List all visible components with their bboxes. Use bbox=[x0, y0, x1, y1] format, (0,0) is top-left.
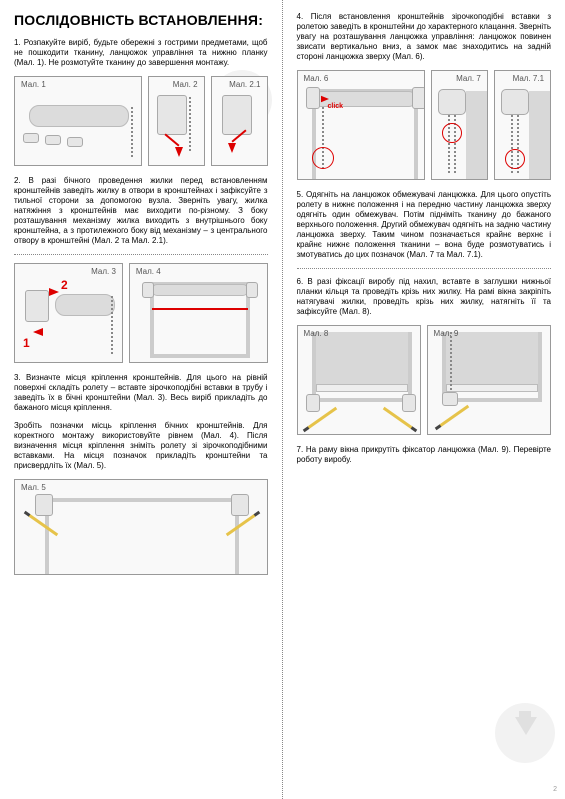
fig-row-3: Мал. 5 bbox=[14, 479, 268, 575]
figure-8: Мал. 8 bbox=[297, 325, 421, 435]
step-3a-text: 3. Визначте місця кріплення кронштейнів.… bbox=[14, 373, 268, 413]
step-7-text: 7. На раму вікна прикрутіть фіксатор лан… bbox=[297, 445, 552, 465]
watermark-icon bbox=[495, 703, 555, 763]
fig-row-4: Мал. 6 click Мал. 7 Мал. 7.1 bbox=[297, 70, 552, 180]
figure-5: Мал. 5 bbox=[14, 479, 268, 575]
step-2-text: 2. В разі бічного проведення жилки перед… bbox=[14, 176, 268, 246]
fig-row-5: Мал. 8 Мал. 9 bbox=[297, 325, 552, 435]
figure-7: Мал. 7 bbox=[431, 70, 488, 180]
page-number: 2 bbox=[553, 786, 557, 793]
figure-7-label: Мал. 7 bbox=[456, 74, 481, 83]
figure-1-label: Мал. 1 bbox=[21, 80, 46, 89]
figure-4: Мал. 4 bbox=[129, 263, 268, 363]
figure-6-label: Мал. 6 bbox=[304, 74, 329, 83]
left-column: ПОСЛІДОВНІСТЬ ВСТАНОВЛЕННЯ: 1. Розпакуйт… bbox=[0, 0, 283, 799]
step-3b-text: Зробіть позначки місць кріплення бічних … bbox=[14, 421, 268, 471]
figure-6: Мал. 6 click bbox=[297, 70, 425, 180]
figure-4-label: Мал. 4 bbox=[136, 267, 161, 276]
figure-9: Мал. 9 bbox=[427, 325, 551, 435]
step-6-text: 6. В разі фіксації виробу під нахил, вст… bbox=[297, 277, 552, 317]
page: ПОСЛІДОВНІСТЬ ВСТАНОВЛЕННЯ: 1. Розпакуйт… bbox=[0, 0, 565, 799]
step-4-text: 4. Після встановлення кронштейнів зірочк… bbox=[297, 12, 552, 62]
fig-row-1: Мал. 1 Мал. 2 Мал. 2.1 bbox=[14, 76, 268, 166]
figure-7-1: Мал. 7.1 bbox=[494, 70, 551, 180]
fig-row-2: Мал. 3 2 1 Мал. 4 bbox=[14, 263, 268, 363]
figure-1: Мал. 1 bbox=[14, 76, 142, 166]
figure-3-label: Мал. 3 bbox=[91, 267, 116, 276]
page-title: ПОСЛІДОВНІСТЬ ВСТАНОВЛЕННЯ: bbox=[14, 12, 268, 28]
badge-1: 1 bbox=[23, 336, 30, 350]
step-1-text: 1. Розпакуйте виріб, будьте обережні з г… bbox=[14, 38, 268, 68]
figure-2-1-label: Мал. 2.1 bbox=[229, 80, 260, 89]
right-column: 4. Після встановлення кронштейнів зірочк… bbox=[283, 0, 565, 799]
figure-5-label: Мал. 5 bbox=[21, 483, 46, 492]
divider-2 bbox=[297, 268, 552, 269]
figure-7-1-label: Мал. 7.1 bbox=[513, 74, 544, 83]
figure-8-label: Мал. 8 bbox=[304, 329, 329, 338]
figure-2-label: Мал. 2 bbox=[173, 80, 198, 89]
divider-1 bbox=[14, 254, 268, 255]
figure-9-label: Мал. 9 bbox=[434, 329, 459, 338]
figure-3: Мал. 3 2 1 bbox=[14, 263, 123, 363]
click-text: click bbox=[328, 103, 344, 110]
step-5-text: 5. Одягніть на ланцюжок обмежувачі ланцю… bbox=[297, 190, 552, 260]
figure-2: Мал. 2 bbox=[148, 76, 205, 166]
badge-2: 2 bbox=[61, 278, 68, 292]
figure-2-1: Мал. 2.1 bbox=[211, 76, 268, 166]
